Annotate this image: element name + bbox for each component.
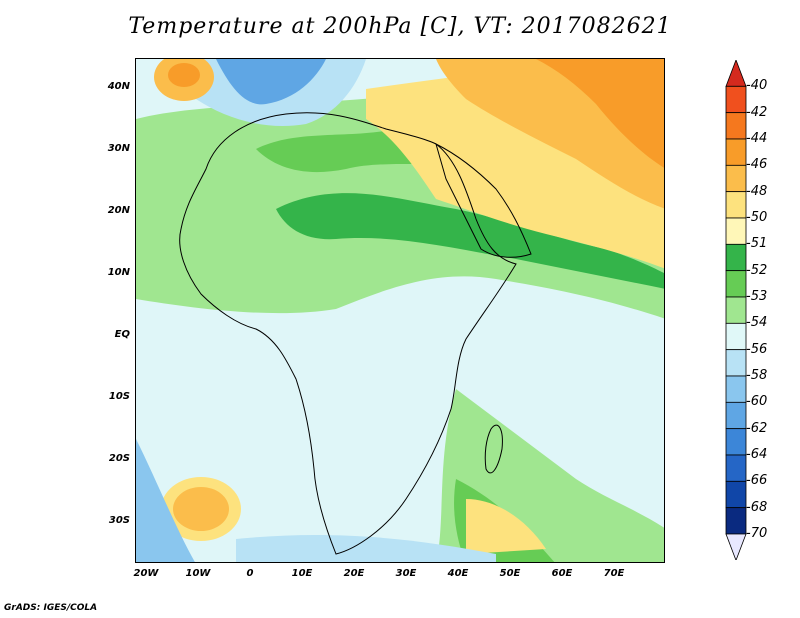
colorbar-label: -53 bbox=[746, 289, 768, 304]
field-52 bbox=[276, 193, 664, 289]
y-tick-label: 40N bbox=[107, 81, 130, 92]
colorbar-segment bbox=[725, 217, 747, 245]
colorbar-segment bbox=[725, 270, 747, 298]
arabia-outline bbox=[435, 143, 532, 258]
colorbar-segment bbox=[725, 85, 747, 114]
x-tick-label: 40E bbox=[447, 568, 469, 579]
colorbar-segment bbox=[725, 428, 747, 456]
x-tick-label: 70E bbox=[603, 568, 625, 579]
footer-credit: GrADS: IGES/COLA bbox=[4, 603, 98, 613]
colorbar-label: -54 bbox=[746, 315, 768, 331]
colorbar-segment bbox=[725, 375, 747, 403]
colorbar-segment bbox=[725, 243, 747, 272]
colorbar-label: -42 bbox=[746, 104, 768, 120]
x-tick-label: 20W bbox=[133, 568, 159, 579]
colorbar-segment bbox=[725, 112, 747, 140]
y-tick-label: 30N bbox=[107, 143, 130, 154]
colorbar-segment bbox=[725, 296, 747, 324]
x-tick-label: 10W bbox=[185, 568, 211, 579]
colorbar-label: -48 bbox=[746, 183, 768, 199]
map-area bbox=[135, 58, 665, 563]
warm-blob-south bbox=[466, 499, 546, 554]
y-tick-label: 10N bbox=[107, 267, 130, 278]
x-tick-label: 20E bbox=[343, 568, 365, 579]
colorbar-bottom-arrow bbox=[725, 533, 747, 560]
colorbar-label: -64 bbox=[746, 447, 768, 462]
field-46 bbox=[536, 59, 664, 168]
colorbar bbox=[725, 60, 747, 560]
y-tick-label: 20N bbox=[107, 205, 130, 216]
colorbar-label: -52 bbox=[746, 262, 768, 278]
colorbar-label: -40 bbox=[746, 78, 768, 94]
x-tick-label: 10E bbox=[291, 568, 313, 579]
colorbar-segment bbox=[725, 138, 747, 166]
colorbar-label: -60 bbox=[746, 394, 768, 410]
colorbar-label: -58 bbox=[746, 368, 768, 383]
colorbar-label: -68 bbox=[746, 499, 768, 515]
y-tick-label: EQ bbox=[114, 329, 130, 340]
warm-blob-nw-core bbox=[168, 63, 200, 87]
warm-blob-sw-core bbox=[173, 487, 229, 531]
africa-coastline bbox=[179, 112, 517, 555]
x-tick-label: 30E bbox=[395, 568, 417, 579]
colorbar-segment bbox=[725, 164, 747, 193]
colorbar-label: -70 bbox=[746, 526, 768, 541]
colorbar-segment bbox=[725, 454, 747, 482]
colorbar-segment bbox=[725, 401, 747, 430]
colorbar-top-arrow bbox=[725, 60, 747, 87]
temperature-field bbox=[136, 59, 664, 562]
y-tick-label: 20S bbox=[108, 453, 130, 464]
colorbar-segment bbox=[725, 480, 747, 509]
colorbar-label: -56 bbox=[746, 341, 768, 357]
x-tick-label: 0 bbox=[246, 568, 254, 579]
colorbar-segment bbox=[725, 322, 747, 351]
x-tick-label: 60E bbox=[551, 568, 573, 579]
y-tick-label: 30S bbox=[108, 515, 130, 526]
colorbar-label: -62 bbox=[746, 420, 768, 436]
colorbar-label: -46 bbox=[746, 157, 768, 173]
colorbar-label: -50 bbox=[746, 210, 768, 225]
colorbar-segment bbox=[725, 349, 747, 377]
colorbar-segment bbox=[725, 191, 747, 219]
y-tick-label: 10S bbox=[108, 391, 130, 402]
field-62 bbox=[216, 59, 326, 105]
colorbar-label: -51 bbox=[746, 236, 768, 252]
colorbar-label: -66 bbox=[746, 473, 768, 489]
x-tick-label: 50E bbox=[499, 568, 521, 579]
madagascar-outline bbox=[484, 424, 503, 474]
cold-south bbox=[236, 534, 496, 562]
cold-sw bbox=[136, 439, 195, 562]
map-title: Temperature at 200hPa [C], VT: 201708262… bbox=[128, 14, 672, 39]
colorbar-segment bbox=[725, 507, 747, 535]
colorbar-label: -44 bbox=[746, 131, 768, 146]
